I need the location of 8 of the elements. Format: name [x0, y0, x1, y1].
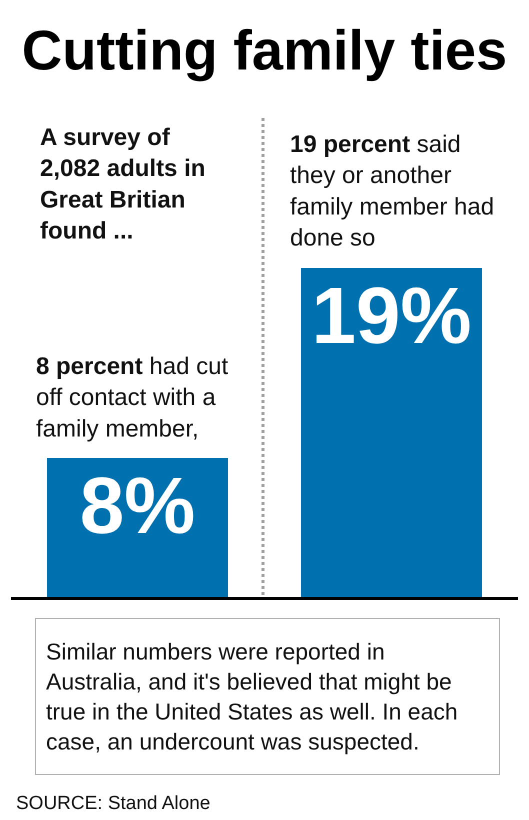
data-label: 8%: [80, 461, 196, 550]
annotation: 19 percent said they or another family member had done so: [290, 131, 494, 252]
data-label: 19%: [311, 271, 472, 360]
source-note: SOURCE: Stand Alone: [16, 793, 210, 814]
text: Similar numbers were reported in Australia, and it's believed that might be true in the United States as well. In each case, an undercount was suspected.: [46, 638, 458, 754]
chart-title: Cutting family ties: [22, 18, 508, 82]
annotation: 8 percent had cut off contact with a family member,: [36, 353, 228, 442]
chart-subtitle: A survey of 2,082 adults in Great Britian found ...: [40, 124, 206, 245]
